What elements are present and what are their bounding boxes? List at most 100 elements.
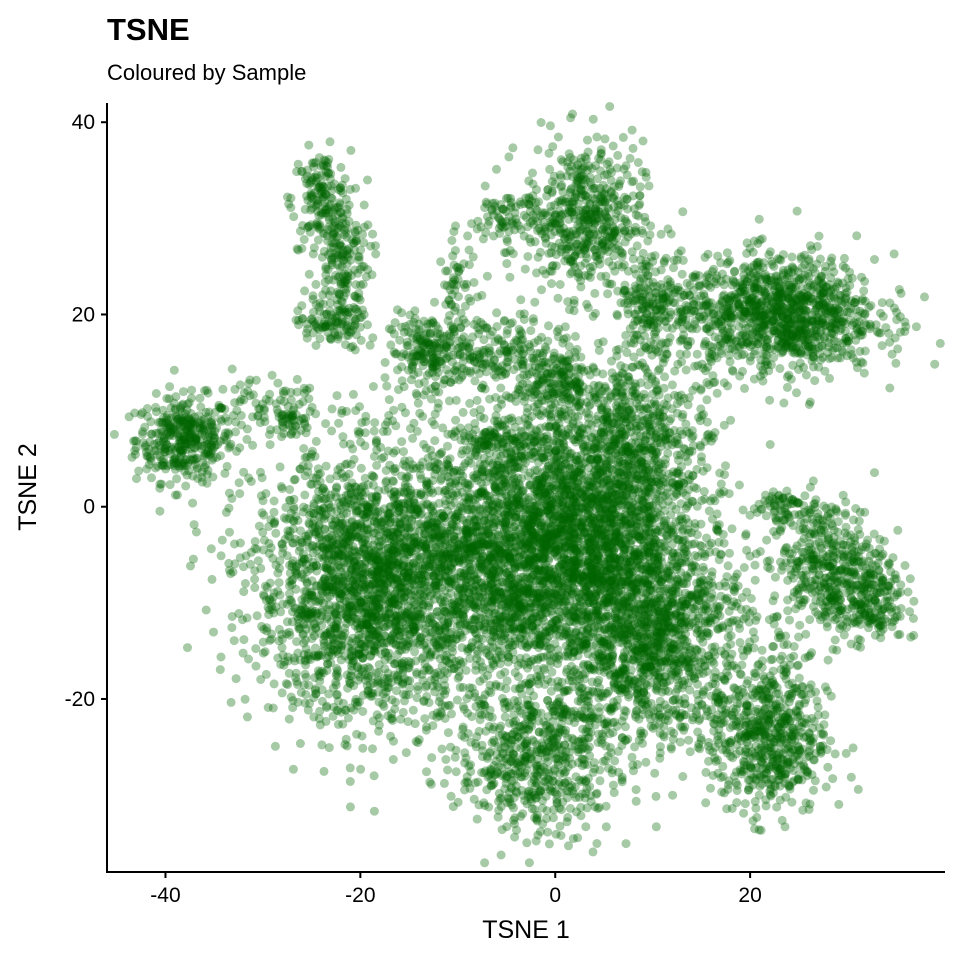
data-point [709,264,719,274]
data-point [678,410,688,419]
data-point [641,217,650,227]
data-point [235,380,245,390]
data-point [152,450,162,460]
data-point [750,285,760,295]
data-point [678,255,688,265]
data-point [616,200,626,210]
data-point [197,441,207,451]
data-point [629,264,639,274]
data-point [176,445,186,455]
data-point [215,436,225,446]
data-point [566,256,576,266]
data-point [171,404,180,414]
data-point [342,209,352,218]
data-point [161,418,171,428]
data-point [217,403,227,413]
data-point [846,345,856,355]
data-point [202,470,212,480]
data-point [718,328,728,338]
data-point [801,370,811,380]
data-point [558,229,568,239]
data-point [702,395,712,405]
data-point [611,244,621,253]
data-point [339,230,349,240]
data-point [698,363,708,373]
data-point [602,169,612,179]
data-point [725,296,735,306]
data-point [384,395,394,405]
data-point [124,412,134,422]
data-point [752,302,762,312]
data-point [414,327,424,337]
data-point [727,365,737,375]
data-point [565,187,575,197]
data-point [690,361,700,371]
data-point [616,176,625,186]
data-point [155,452,165,462]
data-point [157,460,167,470]
data-point [143,411,152,421]
data-point [473,216,483,226]
data-point [655,364,665,374]
data-point [472,315,482,325]
data-point [129,436,139,446]
data-point [178,458,188,468]
data-point [203,432,213,442]
data-point [821,308,831,318]
data-point [200,386,210,396]
data-point [399,382,409,392]
data-point [508,249,518,259]
data-point [225,442,235,451]
data-point [361,272,371,282]
data-point [286,203,296,213]
data-point [216,551,226,561]
data-point [191,436,201,446]
data-point [613,311,623,321]
data-point [441,266,451,276]
data-point [298,397,308,407]
data-point [656,265,666,275]
data-point [180,413,190,423]
data-point [691,381,701,391]
data-point [358,743,368,753]
data-point [631,284,641,294]
data-point [365,340,375,350]
data-point [220,468,230,478]
data-point [848,353,858,363]
data-point [369,426,379,436]
data-point [182,424,191,434]
data-point [816,355,826,365]
data-point [523,252,533,261]
data-point [646,252,656,262]
data-point [304,140,314,150]
data-point [146,417,156,427]
data-point [248,440,258,450]
data-point [302,178,312,188]
data-point [841,333,851,343]
data-point [172,474,182,484]
data-point [321,419,331,429]
data-point [454,375,464,385]
data-point [651,380,661,390]
data-point [618,132,628,142]
data-point [532,349,542,358]
data-point [579,179,589,189]
data-point [235,443,245,453]
data-point [175,462,185,472]
data-point [857,296,867,306]
data-point [179,458,189,468]
data-point [417,354,427,364]
data-point [887,349,897,359]
data-point [696,404,706,414]
data-point [670,298,680,308]
data-point [600,134,610,144]
data-point [702,324,712,334]
data-point [217,535,227,545]
data-point [210,426,220,436]
data-point [891,358,901,368]
data-point [346,145,356,155]
data-point [658,293,667,303]
data-point [136,410,146,419]
data-point [239,587,249,597]
data-point [109,429,119,439]
